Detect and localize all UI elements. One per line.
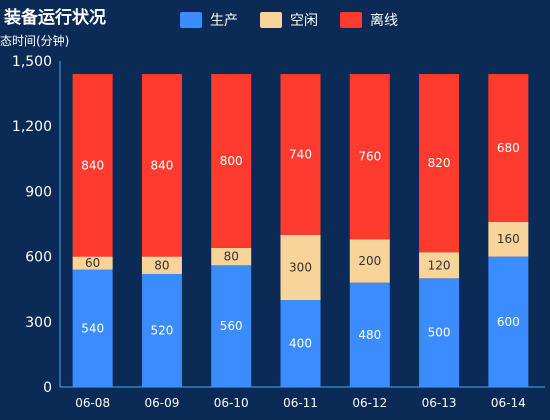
- bar-production: [419, 278, 460, 387]
- bar-idle: [280, 234, 321, 301]
- bar-offline: [211, 74, 252, 248]
- legend-swatch-offline: [340, 12, 362, 28]
- legend-label-idle: 空闲: [290, 13, 318, 29]
- data-label-idle: 120: [428, 258, 451, 272]
- data-label-production: 400: [289, 337, 312, 351]
- x-tick-label: 06-11: [283, 396, 318, 410]
- y-tick-label: 600: [25, 250, 52, 266]
- data-label-offline: 760: [358, 150, 381, 164]
- bar-production: [72, 269, 113, 387]
- bar-production: [349, 282, 390, 387]
- data-label-offline: 820: [428, 156, 451, 170]
- legend-swatch-production: [180, 12, 202, 28]
- legend-item-offline[interactable]: 离线: [340, 10, 398, 30]
- bar-production: [141, 273, 182, 387]
- data-label-idle: 60: [85, 256, 100, 270]
- chart-title: 装备运行状况: [4, 8, 106, 28]
- data-label-offline: 680: [497, 141, 520, 155]
- data-label-production: 520: [150, 323, 173, 337]
- data-label-production: 600: [497, 315, 520, 329]
- legend-swatch-idle: [260, 12, 282, 28]
- bar-offline: [280, 74, 321, 235]
- data-label-offline: 740: [289, 147, 312, 161]
- bar-offline: [72, 74, 113, 257]
- y-tick-label: 300: [25, 315, 52, 331]
- data-label-production: 500: [428, 326, 451, 340]
- y-tick-label: 1,200: [12, 119, 52, 135]
- y-tick-label: 900: [25, 184, 52, 200]
- data-label-idle: 200: [358, 254, 381, 268]
- x-tick-label: 06-14: [491, 396, 526, 410]
- y-tick-label: 0: [43, 380, 52, 396]
- bar-production: [488, 256, 529, 387]
- x-tick-label: 06-09: [144, 396, 179, 410]
- legend-label-production: 生产: [210, 13, 238, 29]
- data-label-idle: 80: [154, 258, 169, 272]
- data-label-offline: 840: [150, 158, 173, 172]
- x-tick-label: 06-12: [352, 396, 387, 410]
- legend-item-production[interactable]: 生产: [180, 10, 238, 30]
- bar-idle: [72, 256, 113, 270]
- bar-idle: [211, 247, 252, 266]
- bar-idle: [349, 239, 390, 283]
- data-label-idle: 80: [224, 250, 239, 264]
- bar-idle: [419, 252, 460, 279]
- x-tick-label: 06-13: [422, 396, 457, 410]
- bar-offline: [488, 74, 529, 222]
- bar-offline: [349, 74, 390, 240]
- legend: 生产 空闲 离线: [180, 10, 398, 30]
- legend-label-offline: 离线: [370, 13, 398, 29]
- legend-item-idle[interactable]: 空闲: [260, 10, 318, 30]
- bar-production: [280, 300, 321, 387]
- bar-production: [211, 265, 252, 387]
- data-label-production: 540: [81, 321, 104, 335]
- y-axis-label: 态时间(分钟): [0, 34, 70, 48]
- x-tick-label: 06-08: [75, 396, 110, 410]
- data-label-production: 480: [358, 328, 381, 342]
- data-label-production: 560: [220, 319, 243, 333]
- data-label-offline: 840: [81, 158, 104, 172]
- y-tick-label: 1,500: [12, 54, 52, 70]
- x-tick-label: 06-10: [214, 396, 249, 410]
- bar-idle: [141, 256, 182, 274]
- data-label-idle: 160: [497, 232, 520, 246]
- data-label-idle: 300: [289, 260, 312, 274]
- data-label-offline: 800: [220, 154, 243, 168]
- bar-offline: [419, 74, 460, 253]
- bar-offline: [141, 74, 182, 257]
- bar-idle: [488, 221, 529, 257]
